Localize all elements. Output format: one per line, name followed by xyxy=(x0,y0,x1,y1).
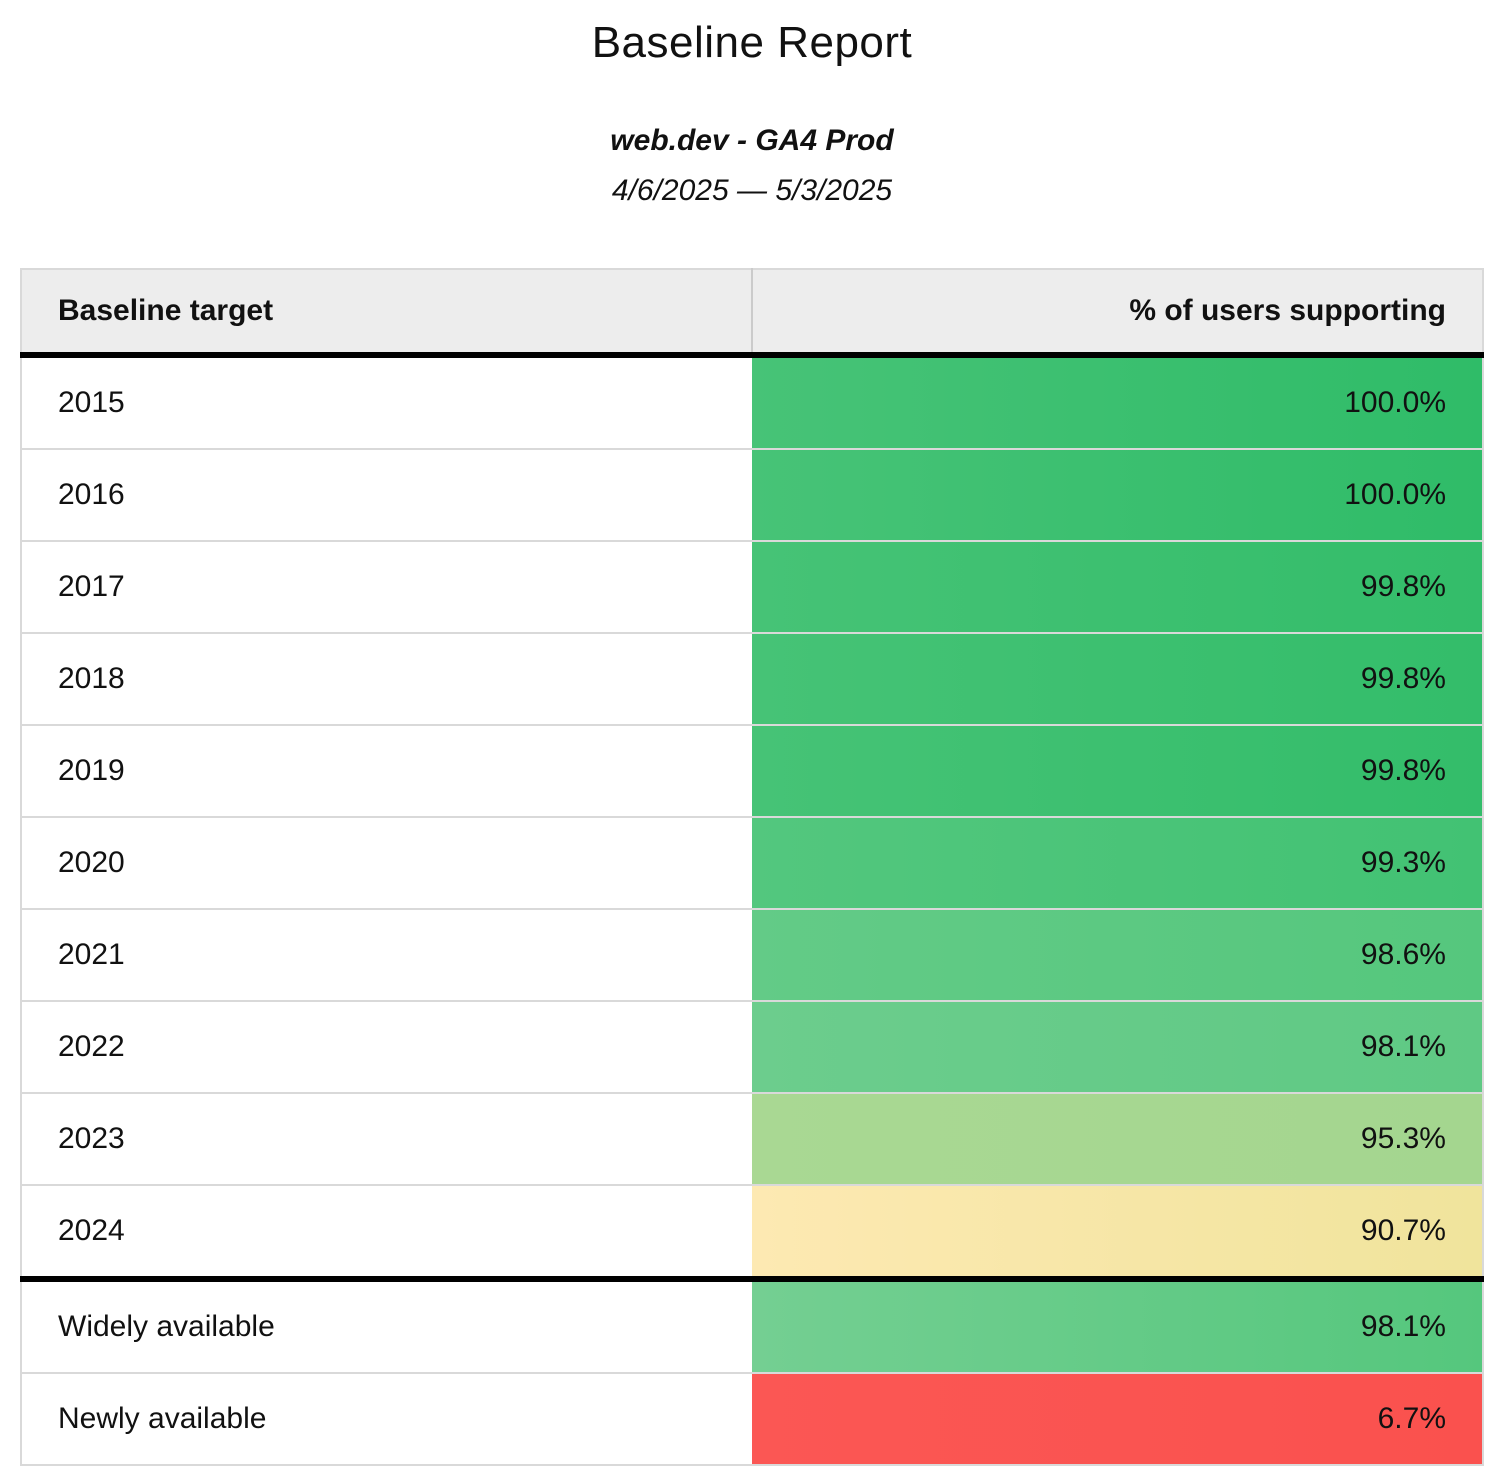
table-row: 2023 95.3% xyxy=(21,1092,1483,1185)
baseline-target-cell: 2019 xyxy=(21,724,752,817)
table-row: 2022 98.1% xyxy=(21,1000,1483,1093)
baseline-target-cell: 2023 xyxy=(21,1092,752,1185)
support-percent-cell: 98.1% xyxy=(752,1000,1483,1093)
table-row: 2016 100.0% xyxy=(21,448,1483,541)
baseline-target-cell: 2021 xyxy=(21,908,752,1001)
support-percent-cell: 100.0% xyxy=(752,354,1483,449)
baseline-target-cell: 2022 xyxy=(21,1000,752,1093)
support-percent-cell: 6.7% xyxy=(752,1372,1483,1465)
table-row: 2021 98.6% xyxy=(21,908,1483,1001)
baseline-target-cell: 2016 xyxy=(21,448,752,541)
table-row: 2017 99.8% xyxy=(21,540,1483,633)
baseline-target-cell: Widely available xyxy=(21,1276,752,1373)
baseline-target-cell: 2015 xyxy=(21,354,752,449)
page-title: Baseline Report xyxy=(591,18,913,67)
date-range: 4/6/2025 — 5/3/2025 xyxy=(611,174,893,207)
support-percent-cell: 99.8% xyxy=(752,632,1483,725)
baseline-target-cell: 2024 xyxy=(21,1184,752,1279)
table-header-row: Baseline target % of users supporting xyxy=(21,269,1483,358)
column-header-percent-users: % of users supporting xyxy=(751,269,1483,358)
baseline-target-cell: 2017 xyxy=(21,540,752,633)
support-percent-cell: 99.8% xyxy=(752,540,1483,633)
baseline-target-cell: 2018 xyxy=(21,632,752,725)
support-percent-cell: 98.6% xyxy=(752,908,1483,1001)
table-row-newly-available: Newly available 6.7% xyxy=(21,1372,1483,1465)
property-subtitle: web.dev - GA4 Prod xyxy=(610,124,894,157)
support-percent-cell: 99.3% xyxy=(752,816,1483,909)
support-percent-cell: 98.1% xyxy=(752,1276,1483,1373)
column-header-baseline-target: Baseline target xyxy=(21,269,752,358)
baseline-table: Baseline target % of users supporting 20… xyxy=(20,268,1484,1466)
table-row: 2018 99.8% xyxy=(21,632,1483,725)
support-percent-cell: 95.3% xyxy=(752,1092,1483,1185)
support-percent-cell: 100.0% xyxy=(752,448,1483,541)
baseline-target-cell: Newly available xyxy=(21,1372,752,1465)
support-percent-cell: 99.8% xyxy=(752,724,1483,817)
table-row: 2024 90.7% xyxy=(21,1184,1483,1279)
report-header: Baseline Report web.dev - GA4 Prod 4/6/2… xyxy=(0,0,1504,208)
table-row: 2019 99.8% xyxy=(21,724,1483,817)
support-percent-cell: 90.7% xyxy=(752,1184,1483,1279)
baseline-target-cell: 2020 xyxy=(21,816,752,909)
table-row: 2015 100.0% xyxy=(21,354,1483,449)
table-row-widely-available: Widely available 98.1% xyxy=(21,1276,1483,1373)
table-row: 2020 99.3% xyxy=(21,816,1483,909)
